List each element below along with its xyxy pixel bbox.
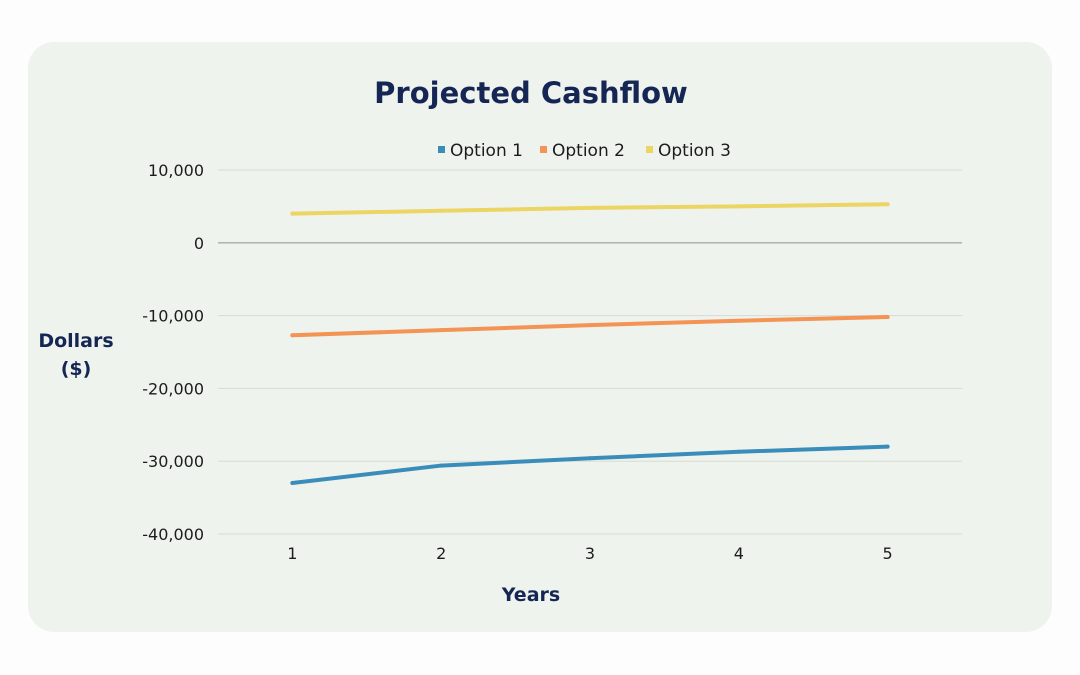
x-tick-label: 1	[287, 544, 297, 563]
x-tick-label: 4	[734, 544, 744, 563]
line-chart: Projected Cashflow Option 1 Option 2 Optio…	[38, 76, 962, 606]
data-point	[588, 323, 592, 328]
data-point	[290, 481, 295, 486]
data-point	[885, 202, 890, 207]
y-tick-label: 10,000	[148, 161, 204, 180]
data-point	[588, 205, 592, 210]
data-point	[736, 318, 741, 323]
series-line-option-1	[290, 444, 890, 486]
legend-swatch-option-1	[438, 146, 445, 153]
legend-swatch-option-2	[540, 146, 547, 153]
legend-label-option-2: Option 2	[552, 141, 625, 161]
chart-title: Projected Cashflow	[374, 76, 688, 110]
data-point	[885, 315, 890, 320]
data-point	[439, 328, 444, 333]
data-point	[885, 444, 890, 449]
y-tick-label: -20,000	[142, 379, 204, 398]
y-tick-label: 0	[194, 234, 204, 253]
legend-label-option-3: Option 3	[658, 141, 731, 161]
data-point	[290, 211, 295, 216]
data-point	[736, 449, 741, 454]
series-lines	[290, 202, 890, 486]
y-axis-ticks: 10,000 0 -10,000 -20,000 -30,000 -40,000	[142, 161, 204, 544]
data-point	[439, 208, 444, 213]
legend: Option 1 Option 2 Option 3	[438, 141, 731, 161]
y-axis-title-line-2: ($)	[61, 358, 92, 380]
data-point	[588, 456, 592, 461]
x-axis-title: Years	[501, 584, 560, 606]
x-tick-label: 5	[883, 544, 893, 563]
data-point	[736, 204, 741, 209]
y-axis-title-line-1: Dollars	[38, 330, 113, 352]
y-tick-label: -10,000	[142, 307, 204, 326]
chart-card: Projected Cashflow Option 1 Option 2 Optio…	[28, 42, 1052, 632]
gridlines	[218, 169, 962, 535]
y-tick-label: -30,000	[142, 452, 204, 471]
x-axis-ticks: 1 2 3 4 5	[287, 544, 892, 563]
x-tick-label: 3	[585, 544, 595, 563]
data-point	[290, 333, 295, 338]
legend-label-option-1: Option 1	[450, 141, 523, 161]
x-tick-label: 2	[436, 544, 446, 563]
y-tick-label: -40,000	[142, 525, 204, 544]
data-point	[439, 463, 444, 468]
legend-swatch-option-3	[646, 146, 653, 153]
